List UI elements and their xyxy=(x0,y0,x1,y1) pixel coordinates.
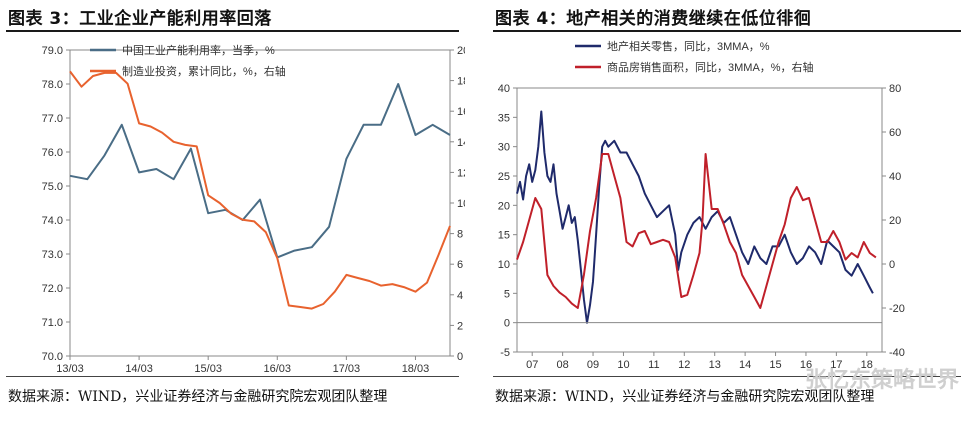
fig3-right-tick-label: 0 xyxy=(457,351,463,363)
fig4-left-tick-label: 10 xyxy=(498,259,510,271)
figure-4-source: 数据来源：WIND，兴业证券经济与金融研究院宏观团队整理 xyxy=(495,389,875,405)
fig4-series-2-line xyxy=(516,153,877,309)
fig3-left-tick-label: 70.0 xyxy=(42,351,63,363)
fig3-x-tick-label: 13/03 xyxy=(56,363,84,375)
fig3-right-tick-label: 12 xyxy=(457,167,465,179)
fig3-x-tick-label: 15/03 xyxy=(194,363,222,375)
fig4-x-tick-label: 17 xyxy=(830,359,842,371)
fig3-legend-label-2: 制造业投资，累计同比，%，右轴 xyxy=(122,64,286,78)
fig3-left-tick-label: 71.0 xyxy=(42,317,63,329)
fig4-left-tick-label: 35 xyxy=(498,112,510,124)
fig3-left-tick-label: 74.0 xyxy=(42,215,63,227)
fig4-left-tick-label: 20 xyxy=(498,200,510,212)
fig4-x-tick-label: 15 xyxy=(769,359,781,371)
fig4-right-tick-label: 40 xyxy=(889,171,901,183)
fig4-left-tick-label: 30 xyxy=(498,142,510,154)
fig3-right-tick-label: 14 xyxy=(457,137,465,149)
fig3-left-tick-label: 72.0 xyxy=(42,283,63,295)
figure-4-chart: 40 35 30 25 20 15 10 5 0 -5 80 60 40 20 0 -20 -40 07 08 09 1… xyxy=(498,39,905,371)
fig3-left-tick-label: 75.0 xyxy=(42,181,63,193)
fig4-x-tick-label: 11 xyxy=(648,359,659,371)
fig4-series-1-line xyxy=(516,110,874,324)
fig3-left-tick-label: 79.0 xyxy=(42,45,63,57)
fig3-right-tick-label: 8 xyxy=(457,229,463,241)
fig4-left-tick-label: 40 xyxy=(498,83,510,95)
fig3-series-1-line xyxy=(69,83,451,259)
fig3-left-tick-label: 76.0 xyxy=(42,147,63,159)
fig4-right-tick-label: 0 xyxy=(889,259,895,271)
fig4-legend-label-2: 商品房销售面积，同比，3MMA，%，右轴 xyxy=(607,60,814,74)
fig3-legend-label-1: 中国工业产能利用率，当季，% xyxy=(122,43,275,57)
fig4-right-tick-label: 80 xyxy=(889,83,901,95)
fig4-left-tick-label: -5 xyxy=(500,347,510,359)
fig4-x-tick-label: 09 xyxy=(587,359,599,371)
figure-3-chart: 79.0 78.0 77.0 76.0 75.0 74.0 73.0 72.0 71.0 70.0… xyxy=(42,43,465,375)
fig4-right-tick-label: -40 xyxy=(889,347,905,359)
fig4-x-tick-label: 13 xyxy=(709,359,721,371)
fig4-x-tick-label: 07 xyxy=(526,359,538,371)
fig4-left-tick-label: 15 xyxy=(498,230,510,242)
fig4-x-tick-label: 12 xyxy=(678,359,690,371)
fig4-right-tick-label: -20 xyxy=(889,303,905,315)
fig3-left-tick-label: 73.0 xyxy=(42,249,63,261)
fig4-left-tick-label: 5 xyxy=(504,288,510,300)
fig4-right-tick-label: 60 xyxy=(889,127,901,139)
fig3-right-tick-label: 20 xyxy=(457,45,465,57)
fig4-legend-label-1: 地产相关零售，同比，3MMA，% xyxy=(607,39,770,53)
figure-3-source-rule xyxy=(6,376,459,377)
figure-4-panel: 图表 4：地产相关的消费继续在低位徘徊 40 35 30 25 20 15 10 5 0 -5 80… xyxy=(487,0,967,422)
figure-4-title: 图表 4：地产相关的消费继续在低位徘徊 xyxy=(495,9,812,29)
fig4-left-tick-label: 25 xyxy=(498,171,510,183)
fig4-x-tick-label: 14 xyxy=(739,359,751,371)
fig3-right-tick-label: 6 xyxy=(457,259,463,271)
figure-4-source-rule xyxy=(493,376,961,377)
fig3-x-tick-label: 16/03 xyxy=(264,363,292,375)
watermark: 张忆东策略世界 xyxy=(804,368,959,393)
fig4-x-tick-label: 10 xyxy=(617,359,629,371)
figure-3-title: 图表 3：工业企业产能利用率回落 xyxy=(8,9,272,29)
fig4-x-tick-label: 18 xyxy=(861,359,873,371)
fig4-right-tick-label: 20 xyxy=(889,215,901,227)
figure-3-source: 数据来源：WIND，兴业证券经济与金融研究院宏观团队整理 xyxy=(8,389,388,405)
figure-3-title-rule xyxy=(6,30,459,32)
fig4-left-tick-label: 0 xyxy=(504,318,510,330)
fig3-right-tick-label: 10 xyxy=(457,198,465,210)
fig3-left-tick-label: 78.0 xyxy=(42,79,63,91)
figure-3-panel: 图表 3：工业企业产能利用率回落 79.0 78.0 77.0 76.0 75.0 74.… xyxy=(0,0,465,422)
fig3-left-tick-label: 77.0 xyxy=(42,113,63,125)
fig3-series-2-line xyxy=(69,70,451,310)
fig3-x-tick-label: 17/03 xyxy=(333,363,361,375)
fig3-right-tick-label: 18 xyxy=(457,76,465,88)
fig3-right-tick-label: 16 xyxy=(457,106,465,118)
fig4-x-tick-label: 08 xyxy=(557,359,569,371)
fig3-right-tick-label: 4 xyxy=(457,290,463,302)
fig3-right-tick-label: 2 xyxy=(457,320,463,332)
fig3-x-tick-label: 14/03 xyxy=(125,363,153,375)
figure-4-title-rule xyxy=(493,30,961,32)
fig4-x-tick-label: 16 xyxy=(800,359,812,371)
fig3-x-tick-label: 18/03 xyxy=(402,363,430,375)
